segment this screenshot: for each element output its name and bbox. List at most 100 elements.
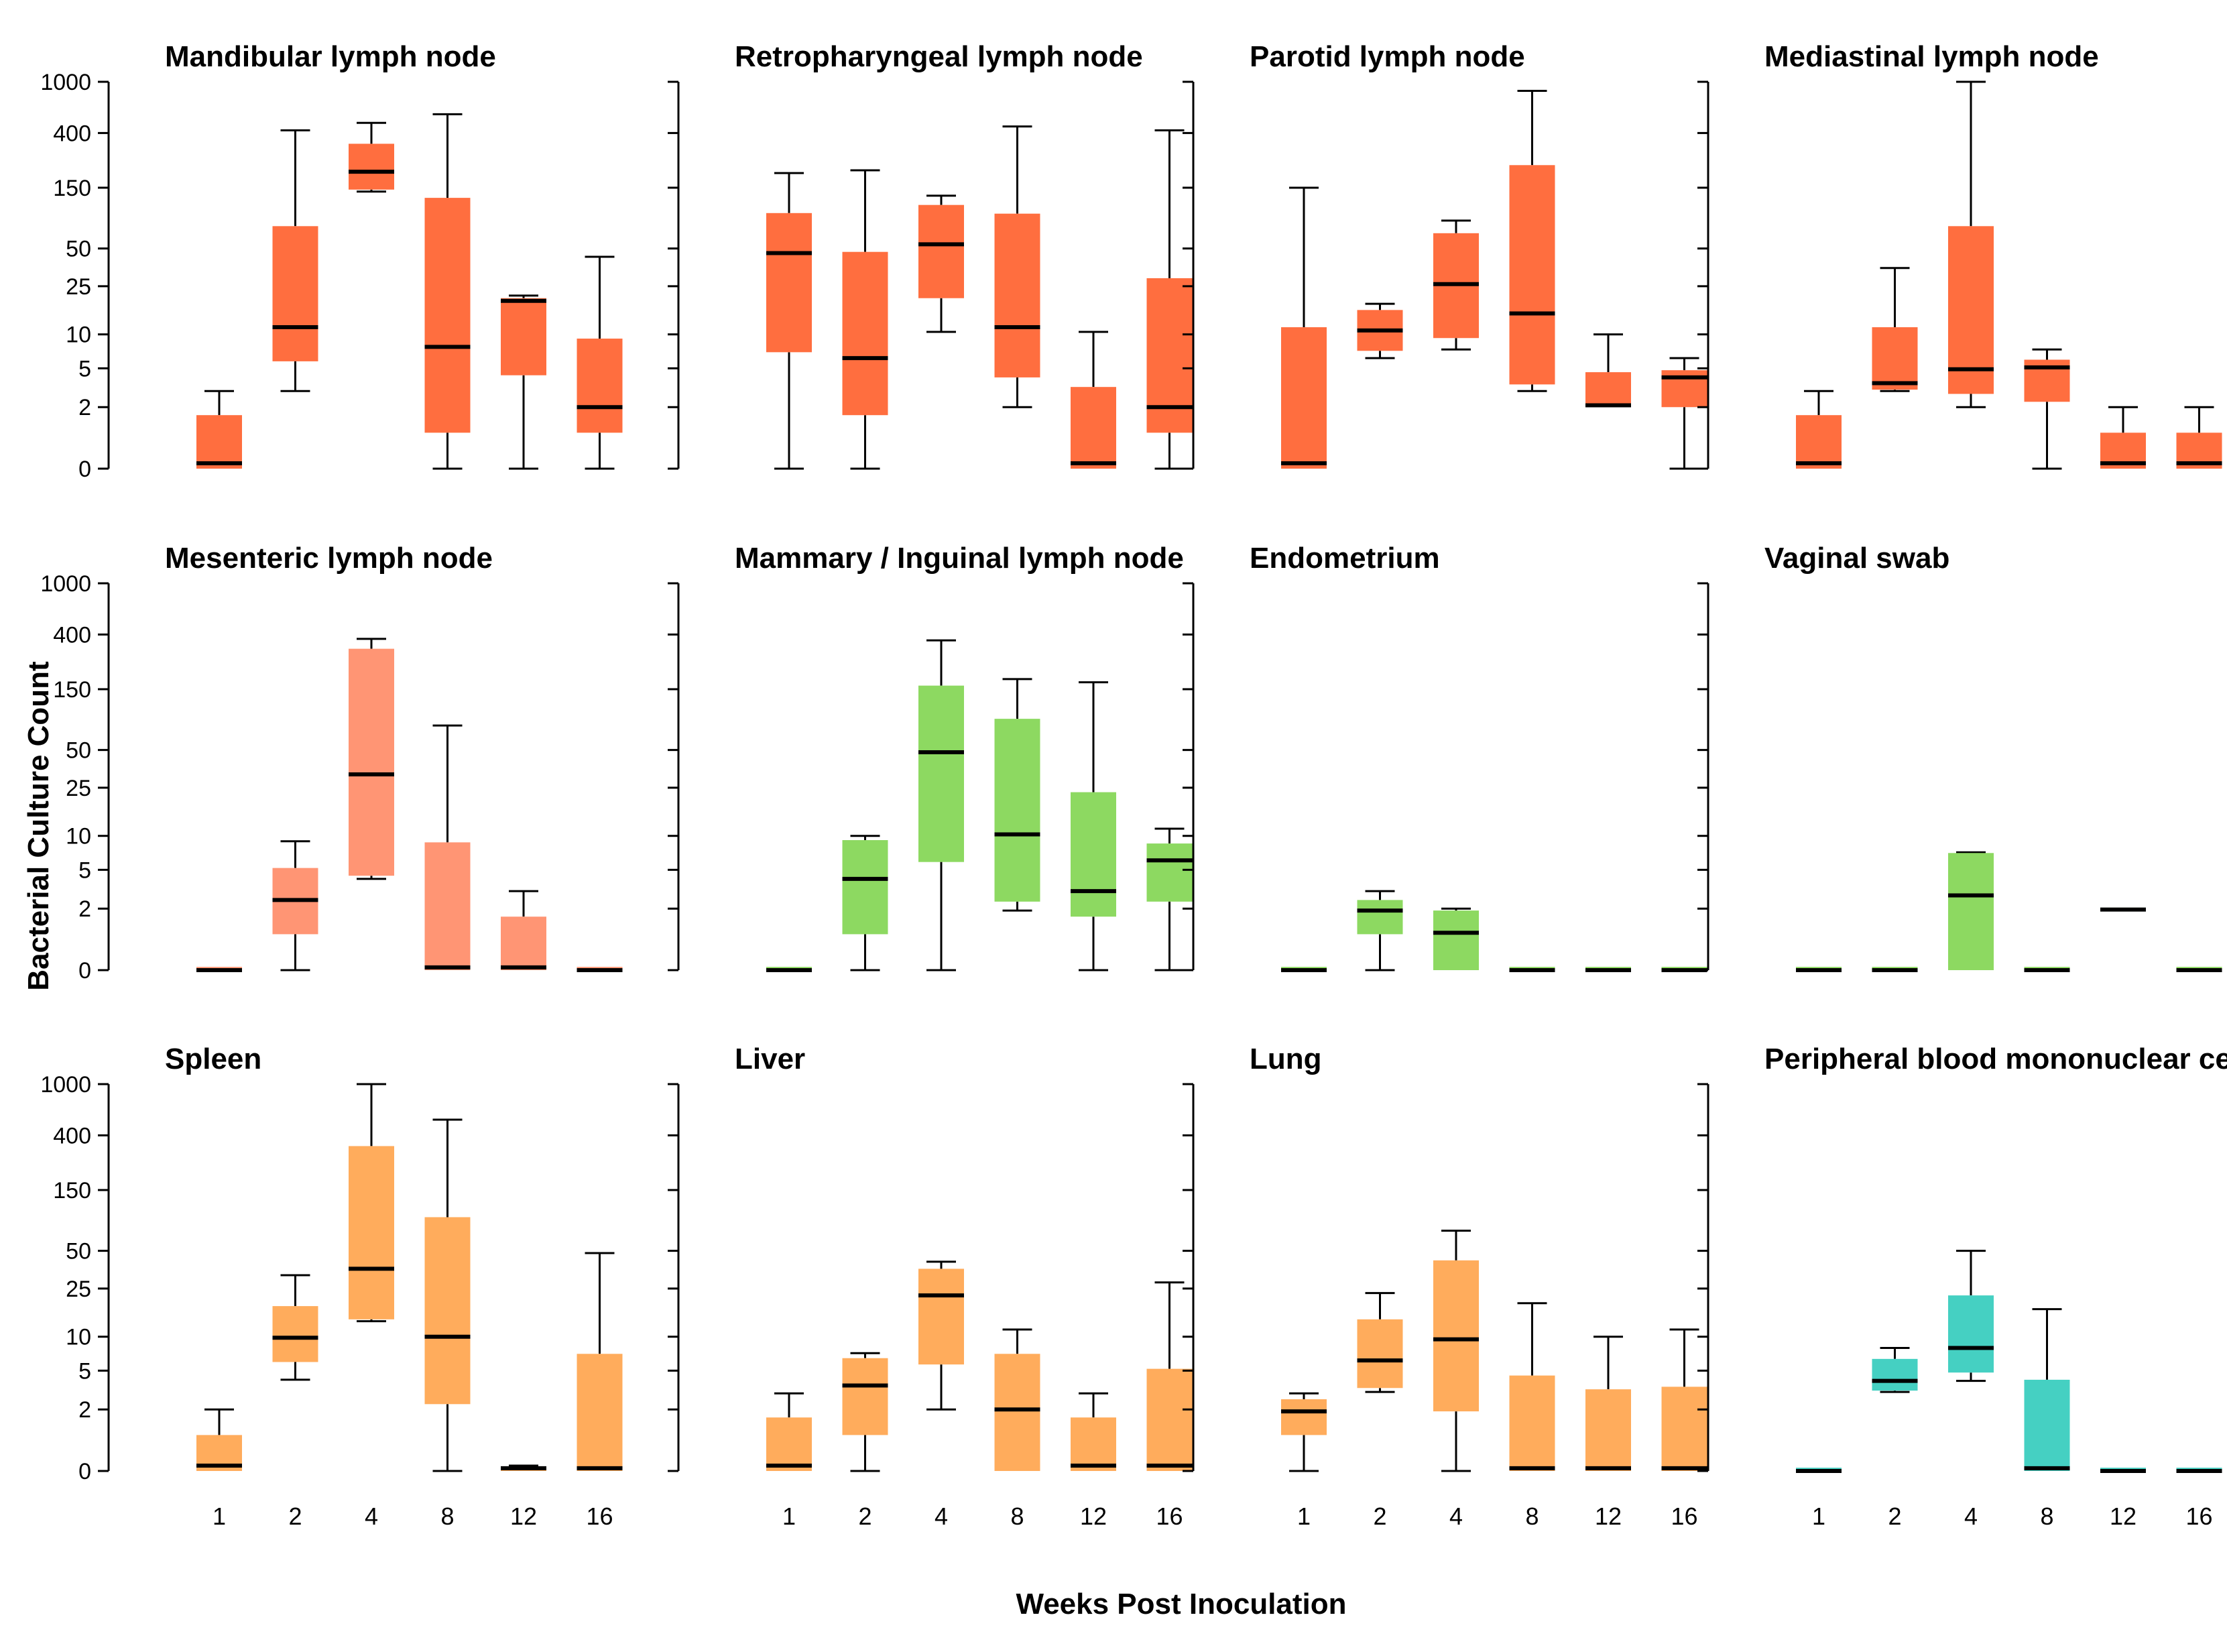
iqr-box bbox=[349, 143, 394, 190]
box-2 bbox=[1872, 267, 1918, 392]
x-tick-label: 2 bbox=[858, 1502, 871, 1530]
iqr-box bbox=[501, 298, 546, 375]
iqr-box bbox=[1357, 900, 1403, 935]
box-2 bbox=[1357, 890, 1403, 971]
box-1 bbox=[766, 172, 812, 470]
iqr-box bbox=[424, 198, 471, 433]
box-8 bbox=[424, 113, 471, 470]
iqr-box bbox=[1661, 1386, 1707, 1471]
y-tick-label: 400 bbox=[53, 622, 91, 648]
iqr-box bbox=[1948, 226, 1994, 394]
y-tick-label: 2 bbox=[78, 1397, 91, 1423]
box-1 bbox=[766, 967, 812, 972]
box-8 bbox=[2024, 967, 2070, 972]
box-2 bbox=[1872, 967, 1918, 972]
x-tick-label: 8 bbox=[1525, 1502, 1539, 1530]
iqr-box bbox=[1357, 1319, 1403, 1389]
iqr-box bbox=[1585, 372, 1631, 408]
panel-title: Vaginal swab bbox=[1764, 542, 1949, 575]
iqr-box bbox=[349, 648, 394, 876]
y-tick-label: 2 bbox=[78, 896, 91, 922]
box-2 bbox=[272, 129, 318, 392]
iqr-box bbox=[424, 842, 471, 970]
box-2 bbox=[1357, 302, 1403, 359]
iqr-box bbox=[918, 204, 964, 298]
box-2 bbox=[842, 169, 888, 470]
x-tick-label: 1 bbox=[213, 1502, 226, 1530]
box-1 bbox=[1796, 967, 1842, 972]
y-tick-label: 0 bbox=[78, 457, 91, 482]
box-16 bbox=[1661, 1328, 1707, 1471]
iqr-box bbox=[349, 1146, 394, 1319]
box-4 bbox=[1948, 1250, 1994, 1382]
y-tick-label: 400 bbox=[53, 121, 91, 146]
box-4 bbox=[1948, 80, 1994, 408]
iqr-box bbox=[918, 685, 964, 862]
iqr-box bbox=[1433, 910, 1479, 970]
iqr-box bbox=[424, 1217, 471, 1405]
iqr-box bbox=[842, 251, 888, 416]
box-4 bbox=[349, 638, 394, 880]
x-tick-label: 4 bbox=[365, 1502, 378, 1530]
box-2 bbox=[272, 1274, 318, 1381]
box-12 bbox=[1585, 1336, 1631, 1471]
y-tick-label: 25 bbox=[66, 776, 91, 801]
box-12 bbox=[501, 294, 546, 470]
iqr-box bbox=[501, 917, 546, 970]
y-tick-label: 25 bbox=[66, 1277, 91, 1302]
y-tick-label: 2 bbox=[78, 395, 91, 420]
iqr-box bbox=[272, 1306, 318, 1362]
box-8 bbox=[2024, 1308, 2070, 1471]
iqr-box bbox=[196, 415, 242, 469]
iqr-box bbox=[577, 339, 623, 433]
box-2 bbox=[842, 835, 888, 971]
box-2 bbox=[1872, 1346, 1918, 1393]
y-tick-label: 150 bbox=[53, 176, 91, 201]
box-4 bbox=[918, 639, 964, 971]
x-tick-label: 12 bbox=[510, 1502, 537, 1530]
iqr-box bbox=[1433, 1260, 1479, 1412]
box-16 bbox=[2176, 967, 2222, 972]
panel-4: Mediastinal lymph node bbox=[1697, 40, 2222, 470]
box-12 bbox=[2100, 907, 2146, 912]
y-tick-label: 25 bbox=[66, 274, 91, 300]
iqr-box bbox=[1071, 792, 1116, 917]
box-12 bbox=[1071, 331, 1116, 469]
box-4 bbox=[918, 194, 964, 333]
panel-6: Mammary / Inguinal lymph node bbox=[668, 542, 1193, 972]
box-12 bbox=[501, 1464, 546, 1471]
x-tick-label: 4 bbox=[935, 1502, 948, 1530]
box-4 bbox=[1433, 907, 1479, 970]
y-tick-label: 50 bbox=[66, 738, 91, 764]
panel-7: Endometrium bbox=[1183, 542, 1707, 972]
iqr-box bbox=[1281, 327, 1327, 469]
iqr-box bbox=[1071, 387, 1116, 469]
box-16 bbox=[2176, 406, 2222, 469]
y-tick-label: 1000 bbox=[40, 571, 91, 597]
box-8 bbox=[424, 724, 471, 970]
box-16 bbox=[2176, 1468, 2222, 1473]
box-1 bbox=[1281, 967, 1327, 972]
y-tick-label: 400 bbox=[53, 1123, 91, 1148]
y-tick-label: 10 bbox=[66, 1325, 91, 1350]
y-tick-label: 10 bbox=[66, 824, 91, 849]
box-16 bbox=[577, 1252, 623, 1471]
panel-1: Mandibular lymph node 1000 400 150 50 25 10 5 2 0 bbox=[40, 40, 623, 482]
iqr-box bbox=[994, 213, 1040, 377]
box-8 bbox=[424, 1118, 471, 1472]
y-tick-label: 50 bbox=[66, 237, 91, 262]
panel-2: Retropharyngeal lymph node bbox=[668, 40, 1193, 470]
iqr-box bbox=[1585, 1389, 1631, 1471]
iqr-box bbox=[1872, 327, 1918, 390]
box-16 bbox=[1146, 1281, 1193, 1471]
panel-5: Mesenteric lymph node 1000 400 150 50 25 10 5 2 0 bbox=[40, 542, 623, 984]
box-4 bbox=[349, 1083, 394, 1323]
box-1 bbox=[1796, 1468, 1842, 1473]
y-tick-label: 150 bbox=[53, 1178, 91, 1203]
iqr-box bbox=[766, 213, 812, 353]
